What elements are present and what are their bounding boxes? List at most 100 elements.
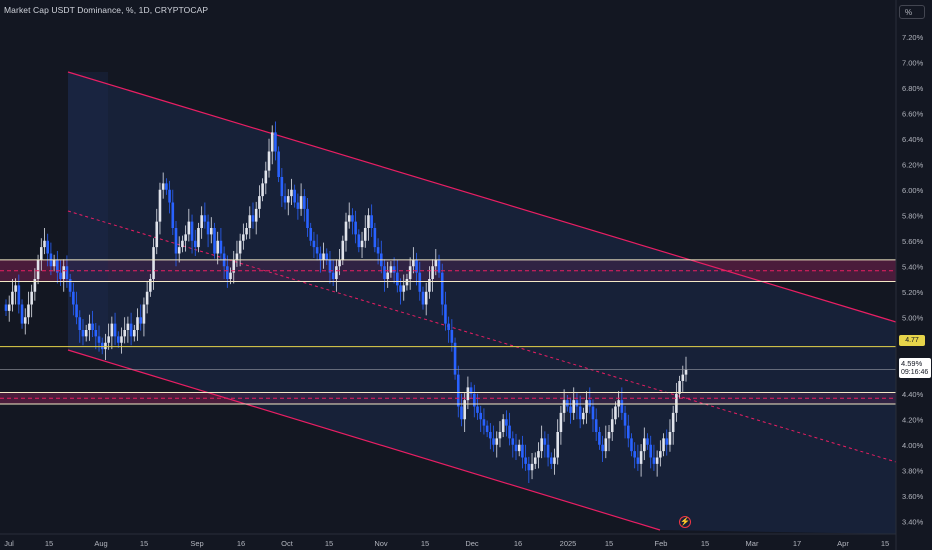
candle-body [203, 215, 207, 222]
y-tick-label: 7.20% [902, 33, 924, 42]
candle-body [527, 463, 531, 471]
candle-body [274, 132, 277, 152]
candle-body [556, 432, 559, 458]
candle-body [17, 285, 21, 305]
candle-body [434, 259, 438, 267]
candle-body [91, 323, 94, 330]
candle-body [299, 196, 303, 209]
candle-body [20, 304, 24, 324]
x-tick-label: 16 [237, 539, 245, 548]
candle-body [572, 400, 576, 413]
candle-body [226, 266, 229, 279]
candle-body [495, 438, 499, 445]
candle-body [473, 393, 476, 407]
candle-body [604, 438, 608, 452]
candle-body [492, 438, 495, 445]
candle-body [306, 208, 309, 228]
y-tick-label: 5.00% [902, 313, 924, 322]
candle-body [460, 406, 463, 420]
x-tick-label: Apr [837, 539, 849, 548]
candle-body [476, 406, 479, 413]
candle-body [405, 279, 409, 286]
candle-body [482, 419, 486, 426]
candle-body [447, 323, 450, 330]
candle-body [338, 259, 341, 267]
candle-body [171, 202, 175, 228]
y-tick-label: 6.80% [902, 84, 924, 93]
x-tick-label: 16 [514, 539, 522, 548]
x-tick-label: Aug [94, 539, 107, 548]
y-tick-label: 5.60% [902, 237, 924, 246]
candle-body [501, 419, 505, 432]
candle-body [325, 253, 329, 260]
candle-body [11, 291, 14, 305]
candle-body [463, 400, 466, 420]
candle-body [209, 228, 213, 235]
candle-body [152, 247, 155, 279]
candle-body [591, 406, 595, 420]
candle-body [168, 189, 171, 203]
candle-body [232, 259, 236, 273]
candle-body [248, 215, 252, 228]
candle-body [267, 151, 271, 171]
candle-body [681, 374, 685, 381]
candle-body [562, 400, 566, 413]
candle-body [258, 196, 261, 209]
unit-toggle[interactable]: % [899, 5, 925, 19]
channel-fill [68, 72, 896, 534]
candle-body [354, 221, 357, 235]
candle-body [389, 266, 393, 273]
candle-body [27, 304, 30, 318]
candle-body [396, 272, 399, 286]
candle-body [601, 444, 604, 452]
candle-body [94, 330, 98, 337]
candle-body [261, 183, 264, 197]
event-flash-icon[interactable]: ⚡ [679, 516, 691, 528]
candle-body [197, 228, 200, 248]
candle-body [30, 291, 33, 305]
candle-body [530, 463, 534, 471]
candle-body [498, 432, 502, 439]
candle-body [549, 457, 553, 464]
candle-body [652, 457, 656, 464]
candle-body [505, 419, 508, 426]
x-tick-label: 15 [325, 539, 333, 548]
candle-body [116, 336, 120, 343]
candle-body [104, 342, 107, 350]
bar-countdown: 09:16:46 [901, 369, 929, 376]
candle-body [270, 132, 274, 152]
candle-body [431, 266, 434, 279]
candle-body [286, 196, 290, 203]
candle-body [363, 228, 367, 241]
candle-body [309, 228, 313, 241]
candle-body [107, 336, 110, 343]
x-tick-label: Jul [4, 539, 14, 548]
candle-body [136, 317, 139, 330]
candle-body [123, 330, 126, 337]
candle-body [315, 247, 319, 254]
candle-body [187, 221, 191, 235]
candle-body [277, 151, 280, 177]
candle-body [126, 323, 130, 330]
x-tick-label: 15 [605, 539, 613, 548]
candle-body [533, 457, 537, 464]
y-tick-label: 5.20% [902, 288, 924, 297]
candle-body [72, 291, 75, 305]
candle-body [190, 221, 194, 241]
x-tick-label: 2025 [560, 539, 577, 548]
candle-body [373, 228, 377, 248]
candle-body [370, 215, 373, 228]
candle-body [559, 412, 563, 432]
y-tick-label: 3.40% [902, 517, 924, 526]
levels-layer [0, 259, 896, 405]
y-tick-label: 6.20% [902, 160, 924, 169]
x-tick-label: Feb [655, 539, 668, 548]
candle-body [133, 330, 136, 337]
candle-body [646, 438, 649, 445]
candle-body [466, 387, 470, 401]
candle-body [620, 400, 624, 413]
x-tick-label: Oct [281, 539, 294, 548]
candle-body [165, 183, 168, 190]
candle-body [78, 317, 82, 330]
